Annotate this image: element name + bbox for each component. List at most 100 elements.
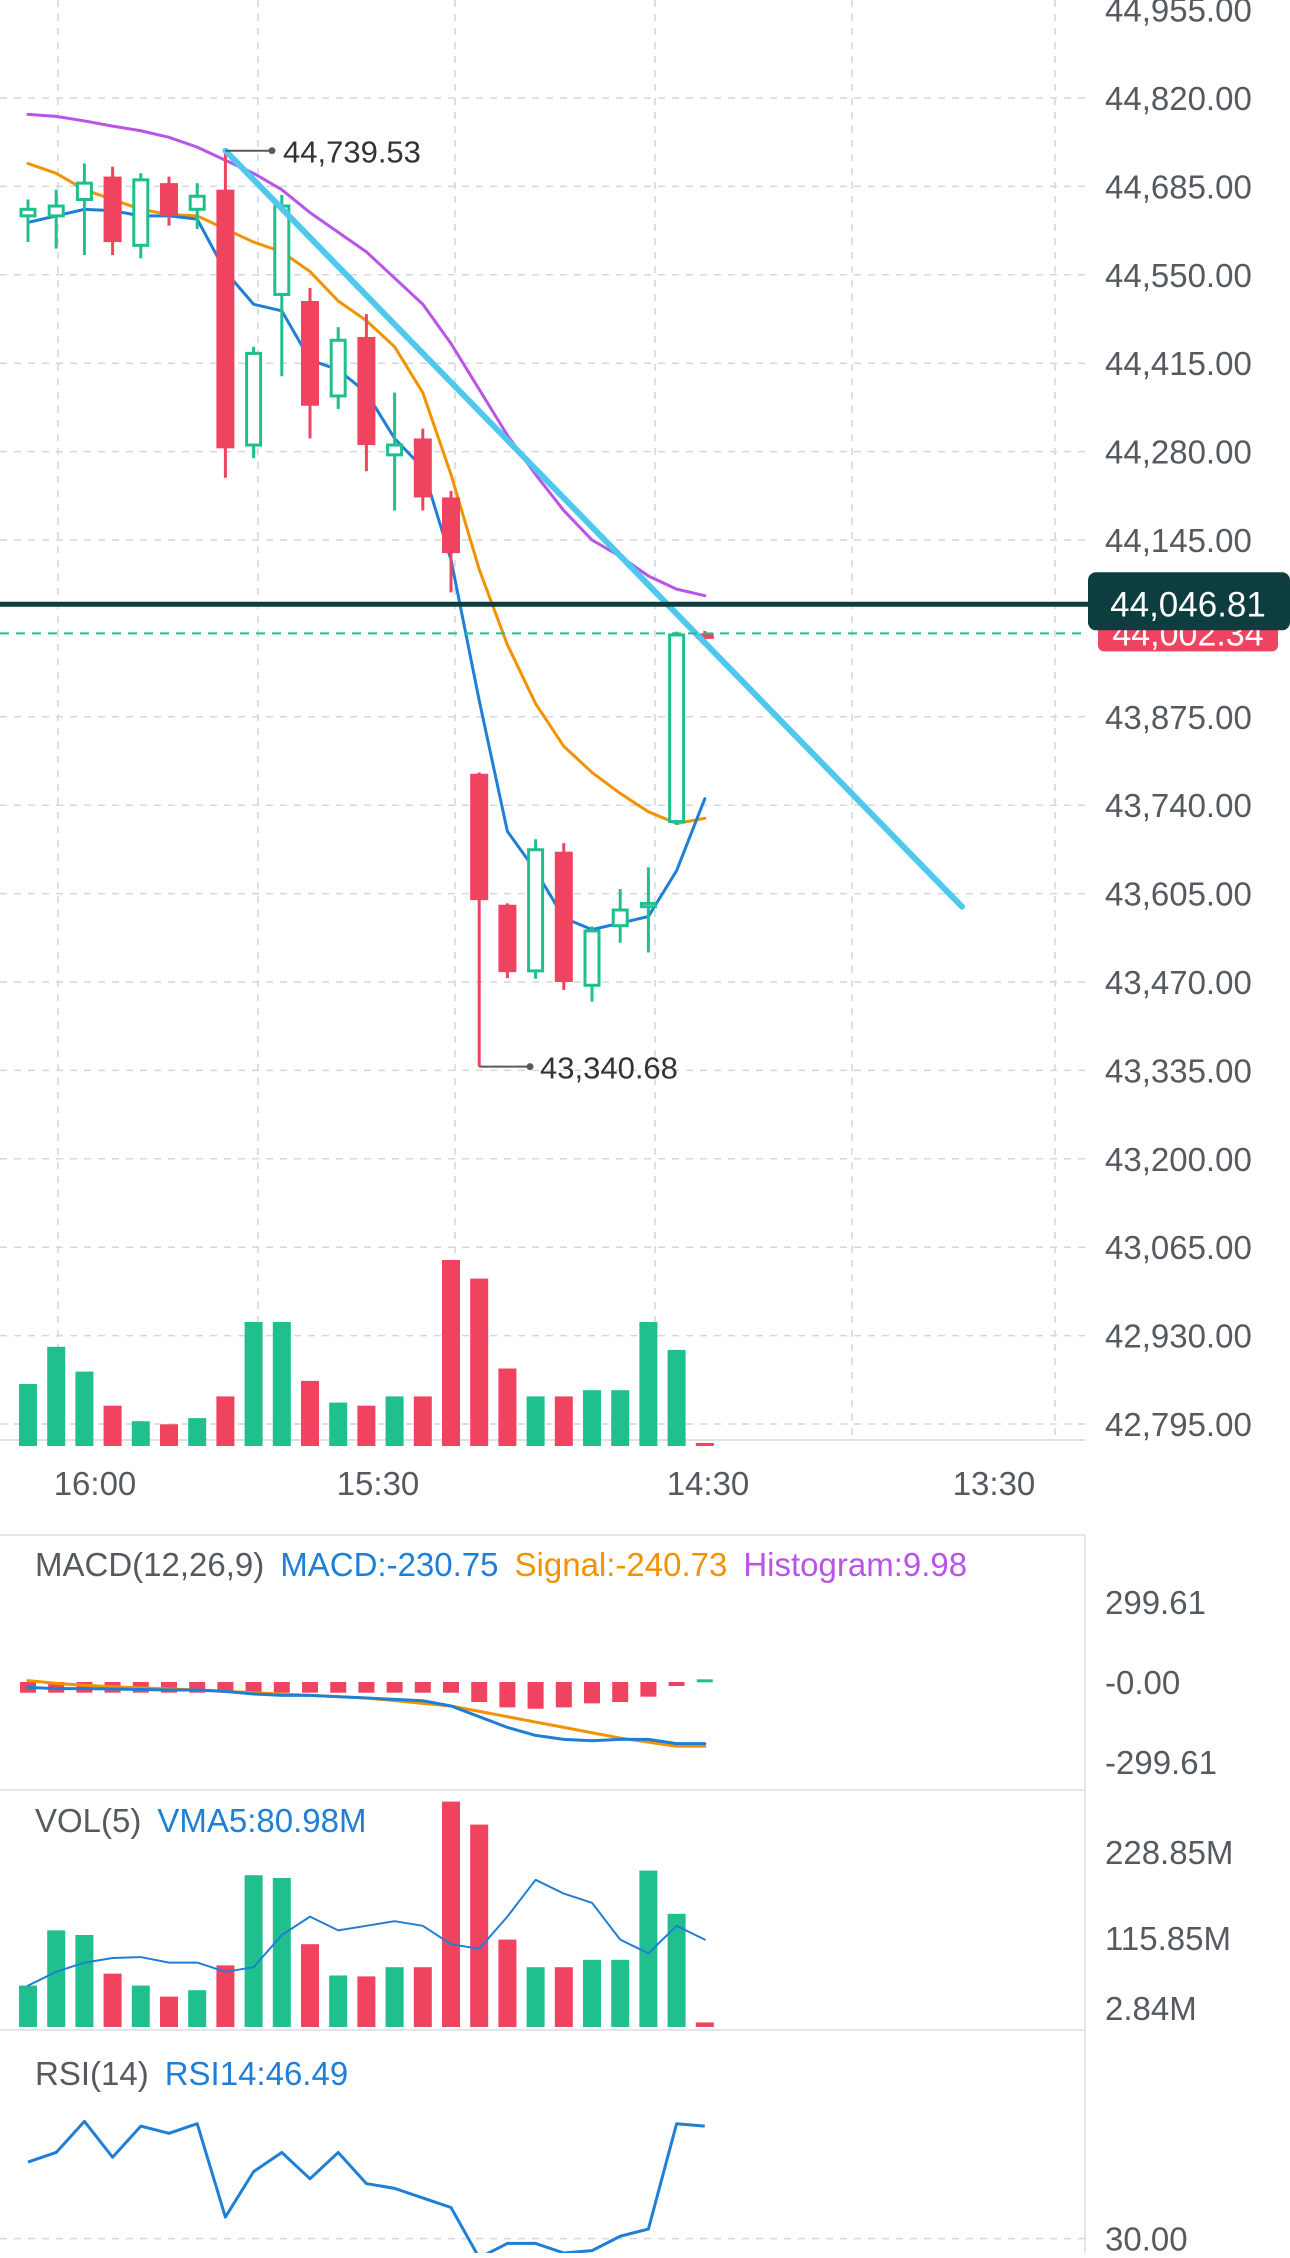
- volume-overlay-bar: [216, 1396, 235, 1446]
- volume-overlay-bar: [667, 1349, 686, 1446]
- candle-body: [611, 908, 629, 928]
- volume-bar: [329, 1975, 348, 2027]
- y-tick-label: 42,795.00: [1105, 1406, 1252, 1443]
- volume-overlay-bar: [526, 1396, 545, 1446]
- vma5-line: [27, 1878, 706, 1987]
- macd-histogram-bar: [217, 1682, 234, 1693]
- macd-histogram-bar: [471, 1682, 488, 1703]
- y-tick-label: 44,280.00: [1105, 434, 1252, 471]
- volume-overlay-bar: [611, 1390, 630, 1446]
- macd-y-tick-label: -0.00: [1105, 1664, 1180, 1701]
- vol-legend: VOL(5) VMA5:80.98M: [35, 1802, 366, 1839]
- volume-overlay-bar: [244, 1322, 263, 1446]
- rsi-value-label: RSI14:46.49: [165, 2055, 348, 2092]
- rsi-y-tick-label: 30.00: [1105, 2221, 1188, 2253]
- trendline: [222, 147, 965, 910]
- vol-y-tick-label: 2.84M: [1105, 1990, 1197, 2027]
- volume-bar: [413, 1967, 432, 2027]
- candle-body: [413, 438, 432, 498]
- volume-bar: [301, 1944, 319, 2027]
- y-tick-label: 44,820.00: [1105, 80, 1252, 117]
- macd-histogram-bar: [273, 1682, 290, 1693]
- macd-histogram-bar: [612, 1682, 629, 1703]
- macd-legend: MACD(12,26,9) MACD:-230.75 Signal:-240.73 H…: [35, 1546, 967, 1583]
- histogram-value-label: Histogram:9.98: [743, 1546, 967, 1583]
- candle-body: [301, 300, 319, 406]
- macd-histogram-bar: [640, 1682, 657, 1697]
- low-price-label: 43,340.68: [540, 1051, 678, 1086]
- x-tick-label: 13:30: [953, 1465, 1036, 1502]
- volume-bar: [244, 1875, 263, 2027]
- y-tick-label: 42,930.00: [1105, 1318, 1252, 1355]
- macd-histogram-bar: [527, 1682, 544, 1709]
- volume-overlay-bar: [695, 1442, 714, 1446]
- volume-bar: [526, 1967, 545, 2027]
- high-low-callouts: 44,739.53 43,340.68: [225, 135, 678, 1086]
- volume-overlay-bar: [554, 1396, 573, 1446]
- volume-bar: [639, 1870, 658, 2027]
- candle-body: [216, 189, 235, 449]
- high-price-label: 44,739.53: [283, 135, 421, 170]
- macd-histogram-bar: [330, 1682, 347, 1693]
- y-tick-label: 43,875.00: [1105, 699, 1252, 736]
- candle-body: [188, 194, 206, 211]
- level-badge-bg: [1088, 572, 1290, 631]
- candles: [19, 150, 714, 1067]
- volume-bar: [272, 1877, 291, 2027]
- macd-histogram-bar: [358, 1682, 375, 1693]
- macd-panel: 299.61 -0.00 -299.61: [20, 1584, 1217, 1781]
- candle-body: [442, 497, 460, 554]
- candle-body: [357, 337, 376, 446]
- vol-y-tick-label: 115.85M: [1105, 1920, 1231, 1957]
- volume-overlay-bar: [272, 1322, 291, 1446]
- rsi-panel: 30.00: [0, 2119, 1188, 2258]
- volume-bar: [131, 1985, 150, 2027]
- volume-bar: [498, 1939, 517, 2027]
- macd-histogram-bar: [189, 1682, 206, 1693]
- y-tick-label: 43,740.00: [1105, 787, 1252, 824]
- low-callout-dot: [526, 1063, 534, 1071]
- candle-body: [668, 633, 686, 824]
- volume-bar: [554, 1967, 573, 2027]
- level-price-label: 44,046.81: [1110, 585, 1266, 624]
- candle-body: [386, 443, 404, 457]
- macd-histogram-bar: [443, 1682, 459, 1693]
- candle-body: [75, 181, 93, 201]
- level-price-badge: 44,046.81: [1088, 572, 1290, 631]
- y-tick-label: 44,145.00: [1105, 522, 1252, 559]
- volume-overlay-bar: [329, 1402, 348, 1446]
- y-tick-label: 43,605.00: [1105, 876, 1252, 913]
- rsi-title: RSI(14): [35, 2055, 149, 2092]
- volume-bar: [160, 1996, 178, 2027]
- candle-body: [329, 338, 347, 398]
- volume-overlay-bar: [442, 1260, 460, 1446]
- candle-body: [583, 929, 601, 987]
- volume-overlay-bar: [470, 1278, 489, 1446]
- volume-overlay-bars: [19, 1260, 714, 1446]
- candle-body: [498, 904, 517, 973]
- vma-value-label: VMA5:80.98M: [157, 1802, 366, 1839]
- x-tick-label: 15:30: [337, 1465, 420, 1502]
- volume-overlay-bar: [131, 1421, 150, 1446]
- candle-body: [47, 204, 65, 218]
- y-tick-label: 44,550.00: [1105, 257, 1252, 294]
- volume-bar: [667, 1913, 686, 2027]
- macd-histogram-bar: [668, 1682, 685, 1687]
- volume-overlay-bar: [498, 1368, 517, 1446]
- y-tick-label: 43,200.00: [1105, 1141, 1252, 1178]
- volume-overlay-bar: [301, 1380, 319, 1446]
- vol-y-tick-label: 228.85M: [1105, 1834, 1233, 1871]
- rsi-legend: RSI(14) RSI14:46.49: [35, 2055, 348, 2092]
- volume-bar: [470, 1824, 489, 2027]
- candle-body: [554, 851, 573, 982]
- candle-body: [245, 351, 263, 447]
- volume-overlay-bar: [413, 1396, 432, 1446]
- candle-body: [695, 633, 714, 639]
- vol-title: VOL(5): [35, 1802, 141, 1839]
- y-tick-label: 43,470.00: [1105, 964, 1252, 1001]
- macd-histogram-bar: [386, 1682, 403, 1693]
- macd-histogram-bar: [584, 1682, 600, 1704]
- volume-bar: [188, 1990, 207, 2027]
